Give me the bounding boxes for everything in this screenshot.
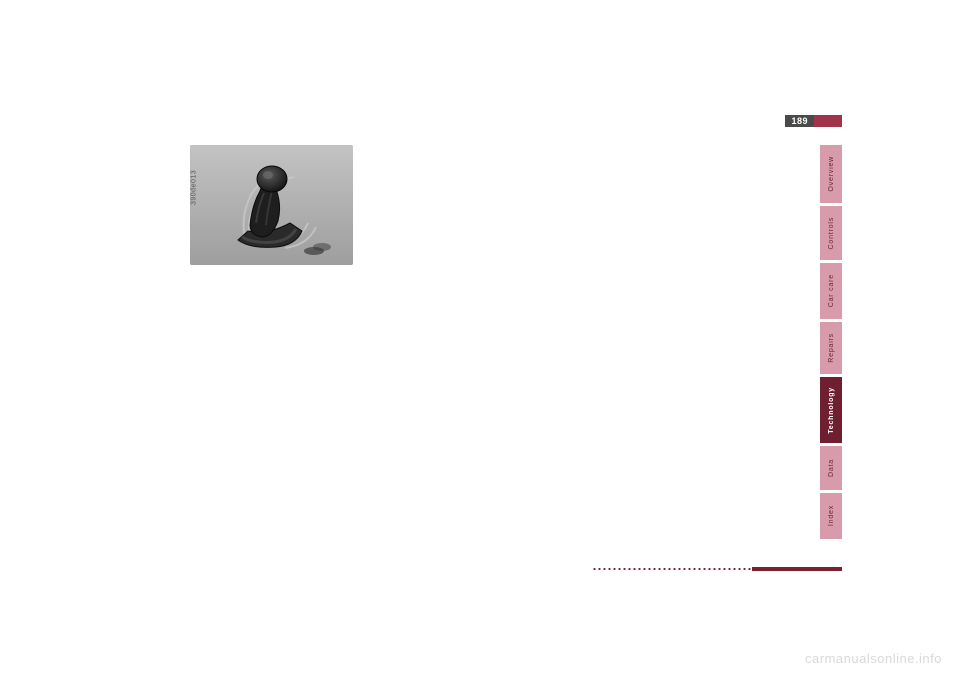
section-tab-overview[interactable]: Overview <box>820 145 842 203</box>
section-tabs: Overview Controls Car care Repairs Technolog… <box>820 145 842 539</box>
section-tab-technology[interactable]: Technology <box>820 377 842 443</box>
page-number-bar: 189 <box>785 115 842 127</box>
section-tab-label: Car care <box>828 264 835 317</box>
section-tab-data[interactable]: Data <box>820 446 842 490</box>
footer-accent-dots <box>592 567 752 571</box>
watermark-text: carmanualsonline.info <box>805 651 942 666</box>
page-number-accent <box>814 115 842 127</box>
section-tab-label: Controls <box>828 207 835 259</box>
section-tab-label: Repairs <box>828 323 835 373</box>
manual-page: 189 <box>140 115 840 585</box>
section-tab-repairs[interactable]: Repairs <box>820 322 842 374</box>
seat-figure: 390de013 <box>190 145 353 265</box>
page-number: 189 <box>785 115 814 127</box>
section-tab-index[interactable]: Index <box>820 493 842 539</box>
section-tab-label: Index <box>828 495 835 536</box>
figure-label: 390de013 <box>191 170 198 205</box>
footer-accent-bar <box>592 567 842 571</box>
section-tab-label: Overview <box>828 146 835 202</box>
section-tab-label: Data <box>828 449 835 487</box>
footer-accent-solid <box>752 567 842 571</box>
section-tab-car-care[interactable]: Car care <box>820 263 842 319</box>
section-tab-label: Technology <box>828 377 835 444</box>
seat-illustration-svg <box>190 145 353 265</box>
section-tab-controls[interactable]: Controls <box>820 206 842 260</box>
